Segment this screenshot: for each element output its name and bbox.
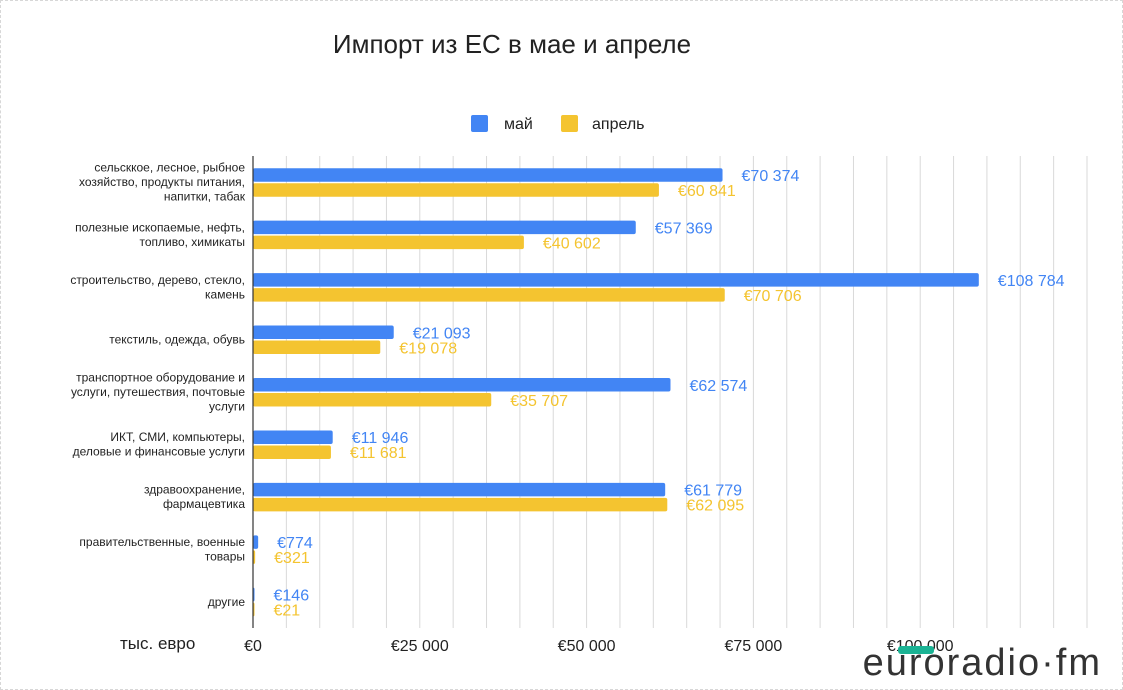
- bar-may: [253, 325, 394, 340]
- data-label: €21: [274, 603, 301, 620]
- data-label: €57 369: [655, 220, 713, 237]
- x-tick-label: €0: [244, 638, 262, 655]
- data-label: €61 779: [684, 483, 742, 500]
- bar-april: [253, 393, 492, 407]
- legend-swatch-may: [471, 115, 488, 132]
- watermark-text: euroradio·fm: [863, 642, 1102, 684]
- bar-may: [253, 482, 666, 497]
- data-label: €70 706: [744, 288, 802, 305]
- category-labels: сельсккое, лесное, рыбное хозяйство, прод…: [70, 161, 245, 609]
- bar-april: [253, 183, 659, 197]
- data-label: €35 707: [510, 393, 568, 410]
- watermark-accent: [898, 646, 934, 654]
- category-label: строительство, дерево, стекло, камень: [70, 273, 245, 302]
- x-tick-label: €25 000: [391, 638, 449, 655]
- bar-april: [253, 235, 524, 250]
- bar-april: [253, 340, 381, 355]
- data-label: €321: [274, 550, 310, 567]
- data-label: €60 841: [678, 183, 736, 200]
- data-label: €774: [277, 535, 313, 552]
- data-label: €146: [274, 588, 310, 605]
- chart-title: Импорт из ЕС в мае и апреле: [333, 29, 691, 59]
- legend-swatch-april: [561, 115, 578, 132]
- bar-april: [253, 445, 331, 459]
- watermark-logo: euroradio·fm: [863, 642, 1102, 684]
- bar-may: [253, 220, 636, 235]
- category-label: транспортное оборудование и услуги, путеш…: [71, 371, 245, 414]
- bar-may: [253, 535, 259, 549]
- category-label: сельсккое, лесное, рыбное хозяйство, прод…: [79, 161, 246, 204]
- data-label: €62 574: [689, 378, 747, 395]
- bar-may: [253, 168, 723, 182]
- data-label: €108 784: [998, 273, 1065, 290]
- category-label: правительственные, военные товары: [79, 535, 245, 564]
- x-tick-labels: €0€25 000€50 000€75 000€100 000: [244, 638, 954, 655]
- category-label: полезные ископаемые, нефть, топливо, хими…: [75, 220, 245, 249]
- data-label: €70 374: [742, 168, 800, 185]
- data-label: €21 093: [413, 325, 471, 342]
- data-label: €40 602: [543, 235, 601, 252]
- data-label: €19 078: [399, 340, 457, 357]
- category-label: ИКТ, СМИ, компьютеры, деловые и финансовы…: [73, 430, 245, 459]
- bar-may: [253, 273, 979, 287]
- legend-label-april: апрель: [592, 116, 645, 133]
- category-label: здравоохранение, фармацевтика: [144, 483, 245, 512]
- value-labels: €70 374 €60 841 €57 369 €40 602 €108 784 €70 …: [274, 168, 1065, 620]
- category-label: другие: [208, 595, 246, 609]
- bar-may: [253, 378, 671, 392]
- x-axis-unit-label: тыс. евро: [120, 634, 195, 653]
- bars: [253, 168, 979, 617]
- x-tick-label: €50 000: [558, 638, 616, 655]
- bar-april: [253, 288, 725, 302]
- gridlines: [285, 156, 1088, 628]
- legend: май апрель: [471, 115, 645, 133]
- data-label: €11 946: [352, 430, 409, 447]
- category-label: текстиль, одежда, обувь: [109, 333, 245, 347]
- bar-april: [253, 497, 668, 512]
- bar-may: [253, 430, 333, 444]
- data-label: €11 681: [350, 445, 407, 462]
- data-label: €62 095: [686, 498, 744, 515]
- legend-label-may: май: [504, 116, 533, 133]
- x-tick-label: €75 000: [724, 638, 782, 655]
